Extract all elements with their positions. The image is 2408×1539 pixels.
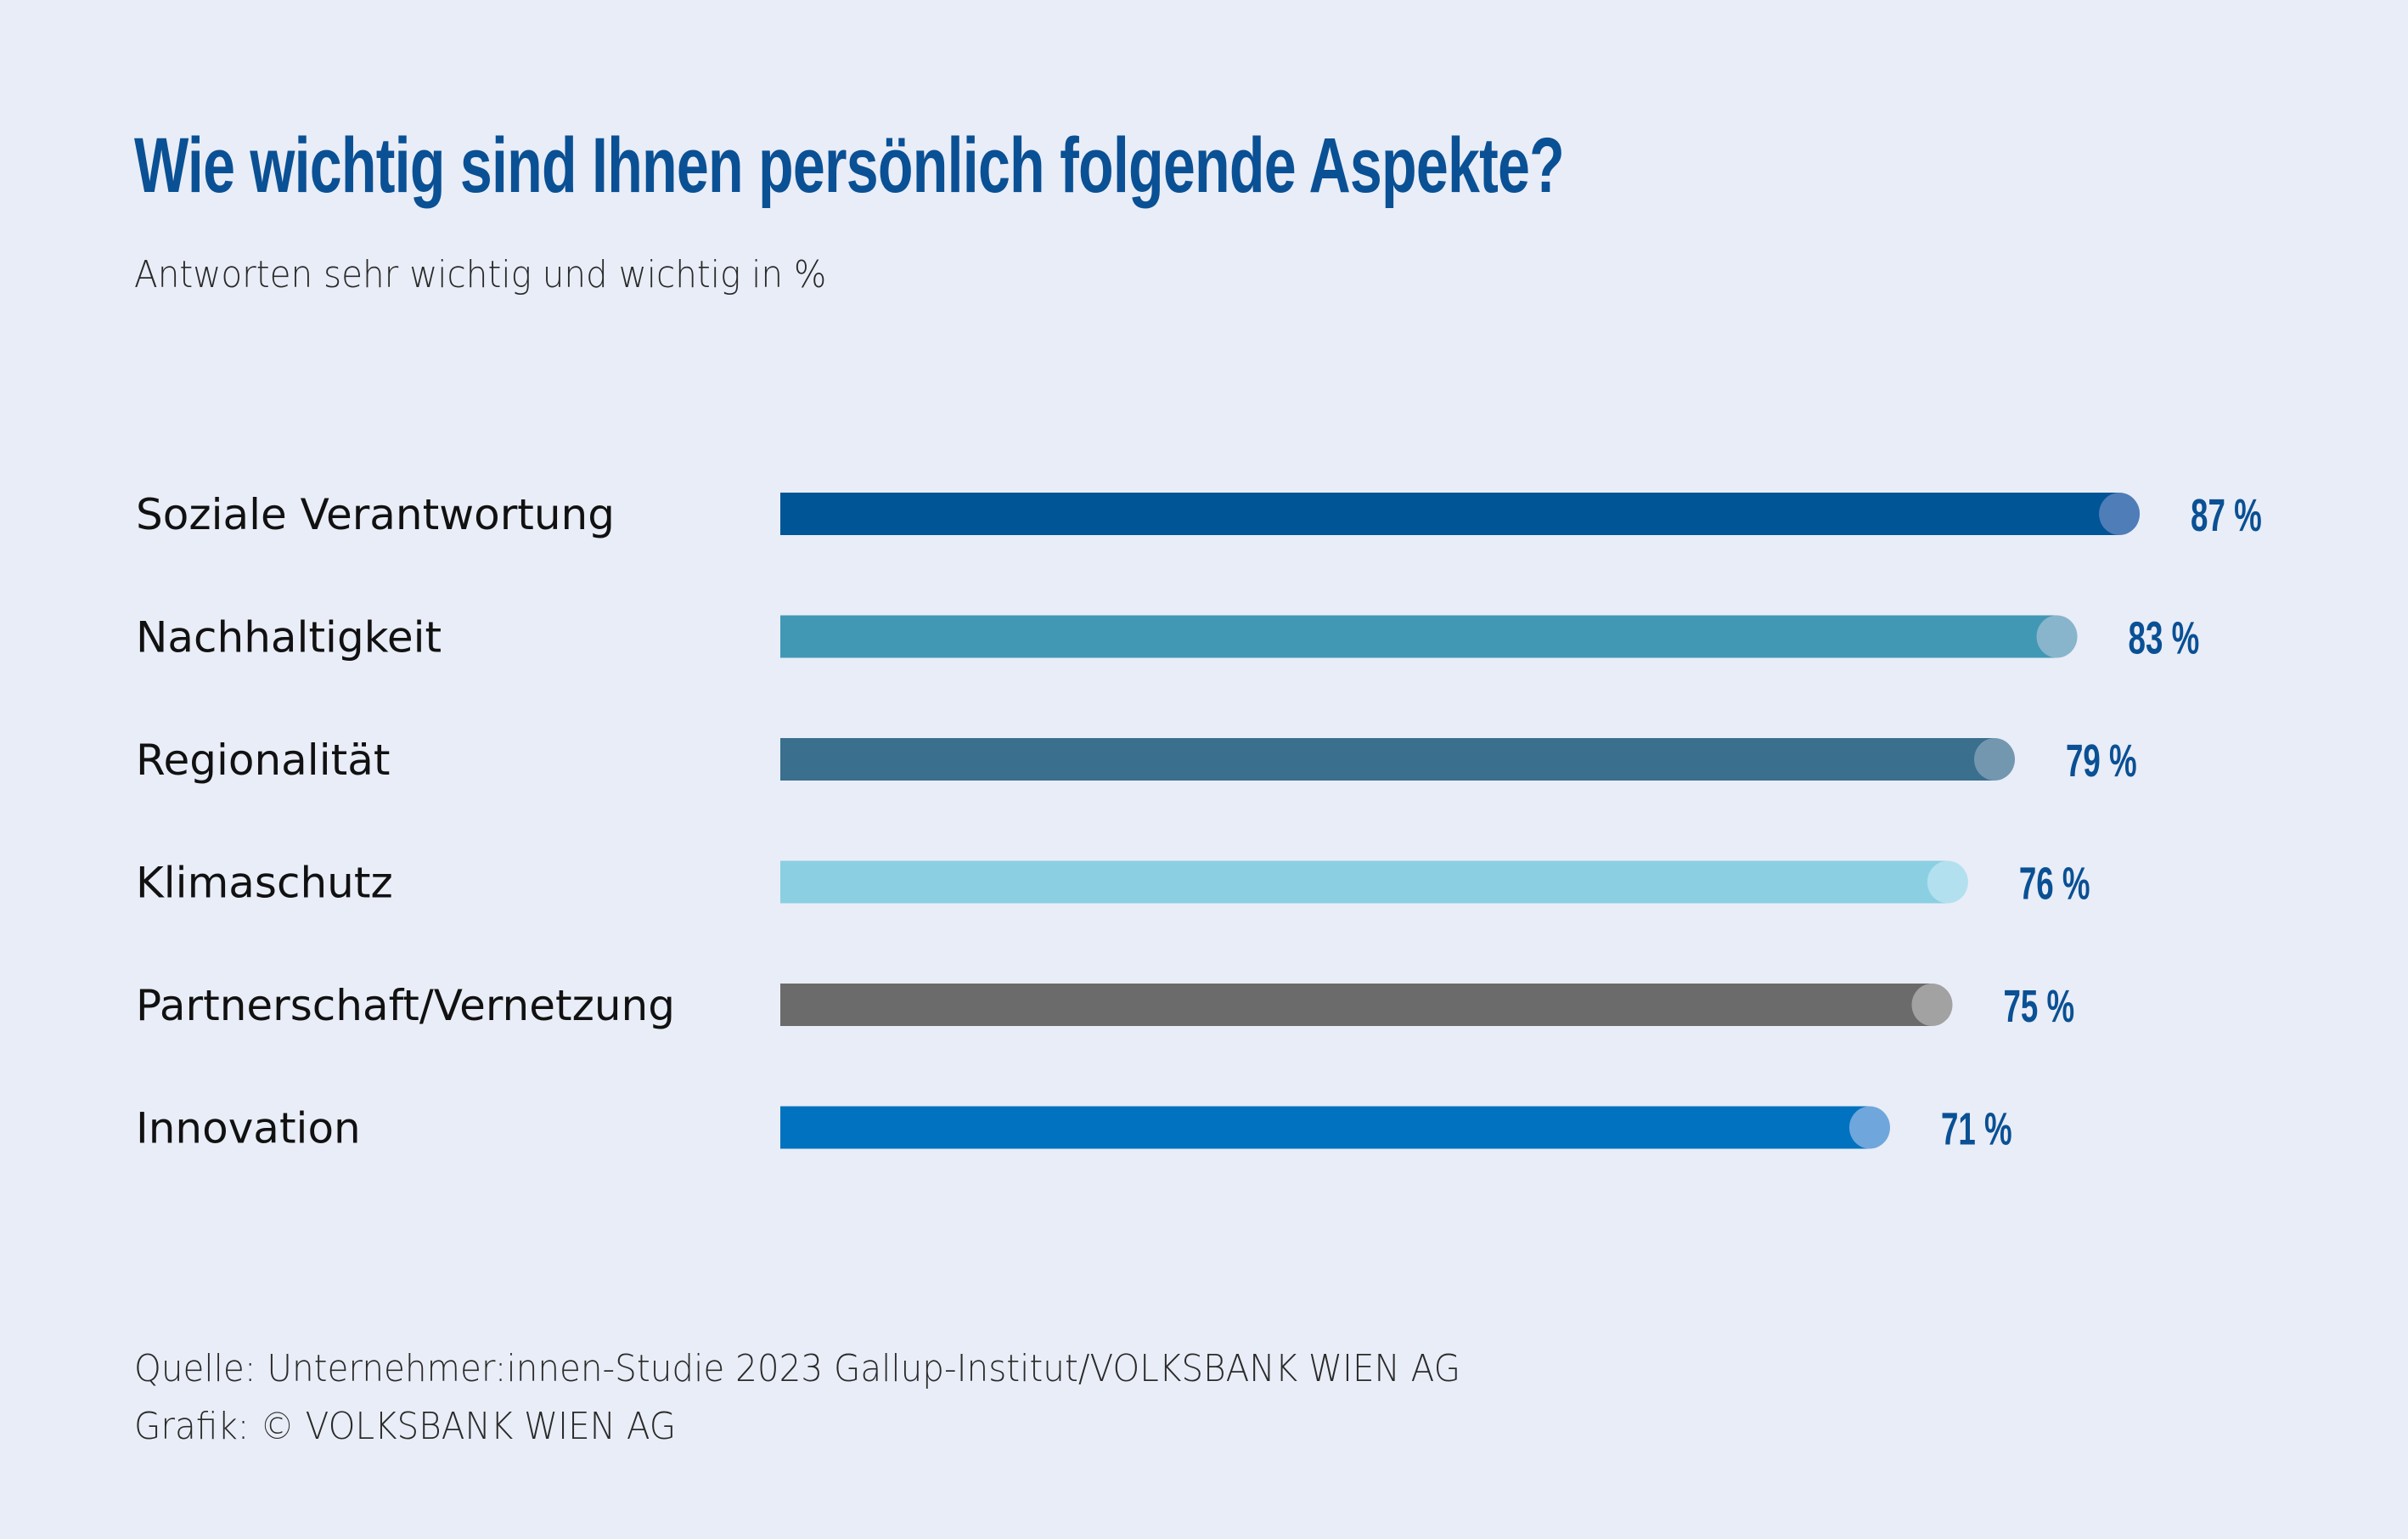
bar-row: Soziale Verantwortung 87 % bbox=[136, 489, 2262, 541]
value-label: 71 % bbox=[1941, 1102, 2012, 1154]
category-label: Partnerschaft/Vernetzung bbox=[136, 981, 675, 1030]
bar-row: Nachhaltigkeit 83 % bbox=[136, 612, 2199, 663]
category-label: Innovation bbox=[136, 1104, 361, 1153]
value-label: 83 % bbox=[2129, 612, 2200, 663]
bar bbox=[780, 738, 1994, 781]
category-label: Regionalität bbox=[136, 736, 390, 785]
source-note: Quelle: Unternehmer:innen-Studie 2023 Ga… bbox=[134, 1347, 1461, 1390]
value-label: 75 % bbox=[2004, 980, 2075, 1032]
bar-cap bbox=[1927, 860, 1968, 904]
chart-title: Wie wichtig sind Ihnen persönlich folgen… bbox=[134, 122, 1565, 209]
chart-subtitle: Antworten sehr wichtig und wichtig in % bbox=[134, 253, 827, 296]
bar-cap bbox=[1848, 1106, 1890, 1149]
category-label: Nachhaltigkeit bbox=[136, 613, 442, 662]
bar bbox=[780, 493, 2118, 535]
bar bbox=[780, 860, 1946, 904]
category-label: Soziale Verantwortung bbox=[136, 490, 615, 539]
bar-cap bbox=[1974, 738, 2016, 781]
value-label: 76 % bbox=[2019, 857, 2090, 909]
bar-cap bbox=[2099, 493, 2141, 535]
credit-note: Grafik: © VOLKSBANK WIEN AG bbox=[134, 1405, 677, 1448]
bar-cap bbox=[1911, 984, 1953, 1026]
bar bbox=[780, 984, 1931, 1026]
bar-row: Regionalität 79 % bbox=[136, 735, 2137, 786]
bar-row: Innovation 71 % bbox=[136, 1102, 2012, 1154]
bar-row: Klimaschutz 76 % bbox=[136, 857, 2090, 909]
category-label: Klimaschutz bbox=[136, 859, 393, 908]
bar-row: Partnerschaft/Vernetzung 75 % bbox=[136, 980, 2074, 1032]
bar bbox=[780, 615, 2056, 658]
value-label: 87 % bbox=[2191, 489, 2262, 541]
value-label: 79 % bbox=[2066, 735, 2137, 786]
bar-cap bbox=[2036, 615, 2078, 658]
bar bbox=[780, 1106, 1868, 1149]
